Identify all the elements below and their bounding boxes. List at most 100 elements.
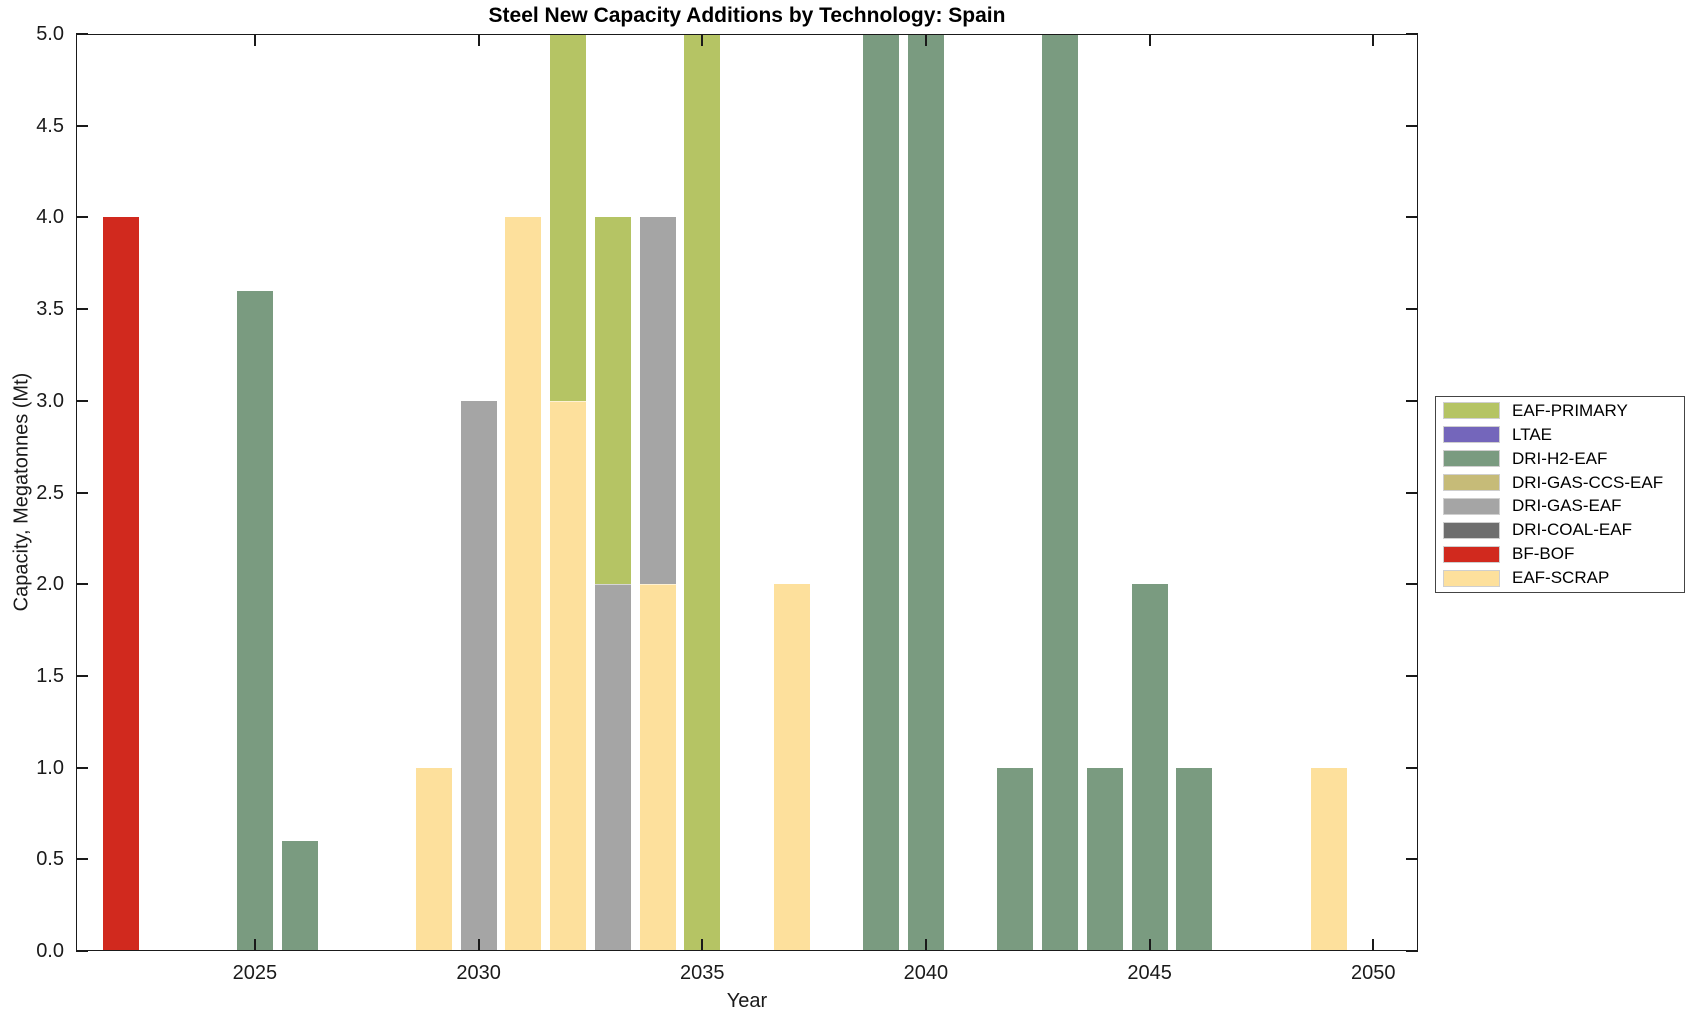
- x-tick-label-2035: 2035: [680, 962, 725, 984]
- x-axis-label: Year: [726, 990, 768, 1012]
- y-tick-left-0.0: [76, 950, 88, 952]
- y-tick-left-4.5: [76, 124, 88, 127]
- y-tick-left-2.5: [76, 491, 88, 494]
- legend-entry-dri-gas-ccs-eaf: DRI-GAS-CCS-EAF: [1444, 473, 1684, 493]
- y-tick-label-0.0: 0.0: [36, 940, 64, 962]
- x-tick-label-2040: 2040: [903, 962, 949, 984]
- bar-segment-2037-eaf-scrap: [773, 584, 810, 951]
- legend-swatch-bf-bof: [1444, 546, 1499, 562]
- x-tick-bottom-2035: [701, 939, 704, 951]
- bar-segment-2026-dri-h2-eaf: [281, 841, 318, 951]
- y-tick-right-4.0: [1406, 216, 1418, 219]
- x-tick-bottom-2045: [1148, 939, 1151, 951]
- legend-entry-ltae: LTAE: [1444, 425, 1684, 445]
- legend-swatch-ltae: [1444, 427, 1499, 443]
- x-tick-bottom-2025: [253, 939, 256, 951]
- y-tick-label-2.5: 2.5: [36, 481, 64, 504]
- bar-segment-2033-eaf-primary: [594, 217, 631, 585]
- y-tick-right-3.5: [1406, 308, 1418, 311]
- x-tick-label-2045: 2045: [1127, 962, 1172, 984]
- y-tick-left-2.0: [76, 583, 88, 586]
- legend-swatch-eaf-scrap: [1444, 570, 1499, 586]
- legend-label-ltae: LTAE: [1512, 424, 1552, 444]
- legend-entry-eaf-scrap: EAF-SCRAP: [1444, 568, 1684, 588]
- x-tick-top-2045: [1148, 34, 1151, 46]
- x-tick-top-2050: [1372, 34, 1375, 46]
- y-tick-right-2.5: [1406, 491, 1418, 494]
- bar-segment-2046-dri-h2-eaf: [1176, 767, 1213, 951]
- x-tick-bottom-2050: [1372, 939, 1375, 951]
- y-tick-right-3.0: [1406, 399, 1418, 402]
- legend-label-eaf-scrap: EAF-SCRAP: [1512, 568, 1610, 587]
- bar-segment-2043-dri-h2-eaf: [1042, 34, 1079, 951]
- y-tick-left-3.0: [76, 399, 88, 402]
- bar-segment-2040-dri-h2-eaf: [907, 34, 944, 951]
- plot-area: [76, 34, 1418, 951]
- legend-swatch-eaf-primary: [1444, 403, 1499, 419]
- legend-label-dri-h2-eaf: DRI-H2-EAF: [1512, 448, 1608, 468]
- y-tick-label-4.0: 4.0: [36, 206, 64, 229]
- y-tick-label-5.0: 5.0: [36, 23, 64, 45]
- bar-segment-2022-bf-bof: [102, 217, 139, 951]
- y-tick-label-1.0: 1.0: [36, 756, 64, 779]
- x-tick-top-2025: [253, 34, 256, 46]
- y-tick-right-1.5: [1406, 674, 1418, 677]
- legend-label-dri-coal-eaf: DRI-COAL-EAF: [1512, 520, 1632, 540]
- bar-segment-2039-dri-h2-eaf: [863, 34, 900, 951]
- x-tick-bottom-2040: [924, 939, 927, 951]
- y-tick-left-4.0: [76, 216, 88, 219]
- y-tick-right-0.0: [1406, 950, 1418, 952]
- x-tick-label-2030: 2030: [456, 962, 501, 984]
- legend-entry-dri-coal-eaf: DRI-COAL-EAF: [1444, 520, 1684, 540]
- bar-segment-2025-dri-h2-eaf: [236, 290, 273, 951]
- bar-segment-2042-dri-h2-eaf: [997, 767, 1034, 951]
- y-tick-label-0.5: 0.5: [36, 848, 64, 871]
- y-tick-label-4.5: 4.5: [36, 114, 64, 137]
- legend-swatch-dri-gas-ccs-eaf: [1444, 475, 1499, 490]
- chart-title: Steel New Capacity Additions by Technolo…: [488, 4, 1006, 27]
- bar-segment-2032-eaf-primary: [550, 34, 587, 401]
- legend-label-bf-bof: BF-BOF: [1512, 544, 1575, 564]
- x-tick-top-2035: [701, 34, 704, 46]
- y-tick-left-1.0: [76, 766, 88, 769]
- legend-entry-dri-gas-eaf: DRI-GAS-EAF: [1444, 496, 1684, 516]
- bar-segment-2033-dri-gas-eaf: [594, 584, 631, 951]
- legend-swatch-dri-h2-eaf: [1444, 451, 1499, 467]
- x-tick-top-2030: [477, 34, 480, 46]
- x-tick-label-2050: 2050: [1351, 962, 1396, 984]
- legend-swatch-dri-coal-eaf: [1444, 522, 1499, 538]
- bar-segment-2035-eaf-primary: [684, 34, 721, 951]
- y-tick-left-0.5: [76, 858, 88, 861]
- y-tick-right-2.0: [1406, 583, 1418, 586]
- y-tick-left-1.5: [76, 674, 88, 677]
- y-tick-right-0.5: [1406, 858, 1418, 861]
- bar-segment-2029-eaf-scrap: [415, 767, 452, 951]
- y-tick-label-1.5: 1.5: [36, 664, 64, 687]
- y-tick-label-3.0: 3.0: [36, 389, 64, 412]
- bar-segment-2044-dri-h2-eaf: [1086, 767, 1123, 951]
- bar-segment-2032-eaf-scrap: [550, 400, 587, 951]
- legend-label-dri-gas-eaf: DRI-GAS-EAF: [1512, 496, 1622, 516]
- bar-segment-2045-dri-h2-eaf: [1131, 584, 1168, 951]
- y-tick-left-5.0: [76, 33, 88, 35]
- x-tick-bottom-2030: [477, 939, 480, 951]
- x-tick-top-2040: [924, 34, 927, 46]
- y-tick-right-5.0: [1406, 33, 1418, 35]
- legend-label-dri-gas-ccs-eaf: DRI-GAS-CCS-EAF: [1512, 472, 1664, 492]
- bar-segment-2034-eaf-scrap: [639, 584, 676, 951]
- legend-label-eaf-primary: EAF-PRIMARY: [1512, 400, 1628, 420]
- x-tick-label-2025: 2025: [232, 962, 278, 984]
- y-tick-right-4.5: [1406, 124, 1418, 127]
- legend-entry-bf-bof: BF-BOF: [1444, 544, 1684, 564]
- bar-segment-2030-dri-gas-eaf: [460, 400, 497, 951]
- y-tick-label-2.0: 2.0: [36, 573, 64, 596]
- legend-entry-dri-h2-eaf: DRI-H2-EAF: [1444, 449, 1684, 469]
- y-tick-right-1.0: [1406, 766, 1418, 769]
- bar-segment-2049-eaf-scrap: [1310, 767, 1347, 951]
- bar-segment-2031-eaf-scrap: [505, 217, 542, 951]
- legend: EAF-PRIMARY LTAE DRI-H2-EAF DRI-GAS-CCS-EAF…: [1435, 396, 1685, 593]
- y-tick-label-3.5: 3.5: [36, 298, 64, 321]
- bar-segment-2034-dri-gas-eaf: [639, 217, 676, 585]
- legend-entry-eaf-primary: EAF-PRIMARY: [1444, 401, 1684, 421]
